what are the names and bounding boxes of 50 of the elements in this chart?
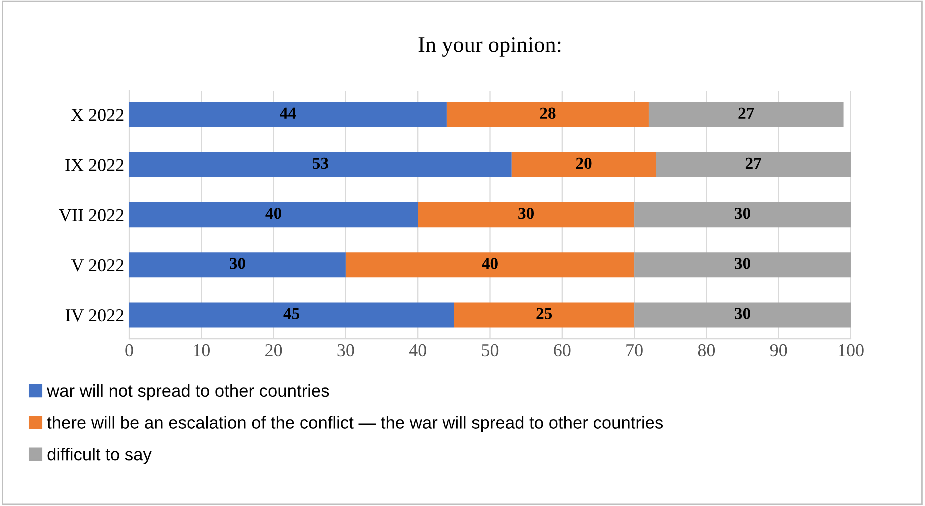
x-tick-label: 50 (482, 344, 499, 357)
x-tick-label: 0 (126, 344, 134, 357)
legend-label: there will be an escalation of the conflict — the war will spread to other countries (47, 416, 664, 432)
bar (512, 152, 656, 178)
x-tick-label: 90 (770, 344, 788, 357)
bar (634, 202, 851, 228)
data-label: 30 (735, 208, 750, 220)
data-label: 40 (266, 208, 282, 220)
bar (634, 252, 851, 278)
data-label: 30 (735, 258, 750, 270)
data-label: 40 (482, 258, 498, 270)
x-tick-label: 60 (554, 344, 571, 357)
bar (130, 252, 346, 278)
bar (346, 252, 635, 278)
bar (418, 202, 635, 228)
data-label: 30 (735, 308, 750, 320)
y-tick-label: VII 2022 (59, 209, 124, 222)
data-label: 25 (536, 308, 552, 320)
y-tick-label: X 2022 (71, 109, 124, 122)
data-label: 53 (313, 158, 328, 170)
legend-label: difficult to say (48, 448, 152, 464)
data-label: 20 (576, 158, 592, 170)
bar (446, 102, 649, 128)
x-tick-label: 100 (839, 344, 864, 357)
bar (130, 302, 454, 328)
bar (656, 152, 851, 178)
data-label: 27 (738, 108, 754, 119)
y-tick-label: IV 2022 (66, 309, 124, 322)
data-label: 30 (230, 258, 246, 270)
data-label: 44 (280, 108, 296, 119)
data-label: 28 (540, 108, 556, 120)
legend-label: war will not spread to other countries (47, 384, 330, 401)
bar (648, 102, 844, 128)
bar (454, 302, 635, 328)
chart-title: In your opinion: (418, 37, 561, 57)
data-label: 45 (284, 308, 300, 320)
x-tick-label: 10 (194, 344, 210, 357)
data-label: 30 (518, 208, 534, 220)
bar (634, 302, 851, 328)
x-tick-label: 20 (266, 344, 282, 357)
bar (130, 152, 512, 178)
bar (130, 102, 447, 128)
y-tick-label: V 2022 (71, 259, 124, 272)
x-tick-label: 40 (409, 344, 426, 357)
bar (130, 202, 418, 228)
x-tick-label: 30 (338, 344, 354, 357)
y-tick-label: IX 2022 (66, 159, 124, 172)
data-label: 27 (746, 158, 762, 169)
x-tick-label: 70 (626, 344, 643, 357)
x-tick-label: 80 (698, 344, 716, 357)
